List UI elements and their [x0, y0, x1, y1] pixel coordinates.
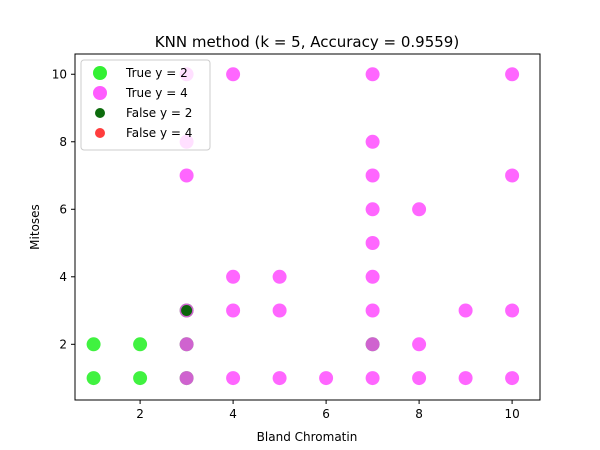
data-point: [133, 337, 148, 352]
data-point: [86, 337, 101, 352]
data-point: [412, 202, 427, 217]
data-point: [458, 303, 473, 318]
data-point: [505, 168, 520, 183]
y-tick-label: 6: [59, 202, 67, 216]
data-point: [133, 371, 148, 386]
data-point: [272, 371, 287, 386]
legend-marker: [93, 66, 107, 80]
data-point: [319, 371, 334, 386]
data-point: [179, 168, 194, 183]
data-point: [226, 269, 241, 284]
legend: True y = 2 True y = 4 False y = 2 False y =…: [80, 59, 211, 151]
y-tick-label: 10: [52, 67, 67, 81]
legend-marker: [95, 128, 105, 138]
legend-marker: [93, 86, 107, 100]
data-point: [86, 371, 101, 386]
data-point: [505, 67, 520, 82]
data-point: [458, 371, 473, 386]
data-point: [365, 337, 380, 352]
legend-marker: [95, 108, 105, 118]
data-point: [272, 269, 287, 284]
data-point: [365, 168, 380, 183]
data-point: [365, 134, 380, 149]
data-point: [365, 269, 380, 284]
legend-box: [80, 59, 211, 151]
data-point: [505, 303, 520, 318]
legend-entries: True y = 2 True y = 4 False y = 2 False y =…: [93, 66, 192, 140]
x-tick-label: 4: [229, 407, 237, 421]
data-point: [226, 371, 241, 386]
x-tick-label: 10: [504, 407, 519, 421]
data-point: [412, 371, 427, 386]
data-point: [365, 67, 380, 82]
data-point: [365, 236, 380, 250]
y-tick-label: 2: [59, 337, 67, 351]
data-point: [505, 371, 520, 386]
y-axis-ticks: 2 4 6 8 10: [52, 67, 75, 351]
x-tick-label: 6: [322, 407, 330, 421]
x-axis-label: Bland Chromatin: [257, 430, 358, 444]
data-point: [412, 337, 427, 352]
data-point: [181, 305, 193, 316]
x-tick-label: 8: [415, 407, 423, 421]
axes-frame: [74, 53, 541, 401]
data-point: [365, 371, 380, 386]
legend-label: True y = 4: [125, 86, 188, 100]
y-axis-label: Mitoses: [28, 204, 42, 250]
data-point: [179, 337, 194, 352]
data-point: [365, 303, 380, 318]
data-point: [226, 67, 241, 82]
x-axis-ticks: 2 4 6 8 10: [136, 400, 520, 421]
y-tick-label: 8: [59, 135, 67, 149]
legend-label: True y = 2: [125, 66, 188, 80]
data-point: [272, 303, 287, 318]
data-point: [179, 371, 194, 386]
y-tick-label: 4: [59, 270, 67, 284]
data-point: [365, 202, 380, 217]
legend-label: False y = 4: [126, 126, 192, 140]
legend-label: False y = 2: [126, 106, 192, 120]
x-tick-label: 2: [136, 407, 144, 421]
chart-title: KNN method (k = 5, Accuracy = 0.9559): [155, 33, 459, 51]
data-point: [226, 303, 241, 318]
